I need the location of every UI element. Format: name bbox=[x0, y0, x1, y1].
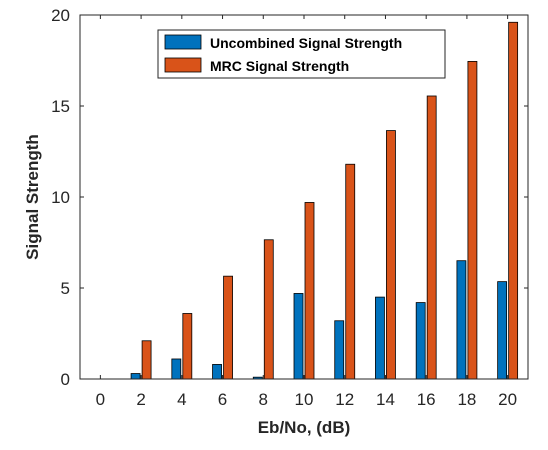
x-tick-label-16: 16 bbox=[417, 390, 436, 409]
legend-swatch-uncombined bbox=[164, 34, 202, 50]
x-tick-label-8: 8 bbox=[259, 390, 268, 409]
bar-mrc-6 bbox=[223, 275, 233, 380]
bar-uncombined-6 bbox=[212, 364, 222, 380]
bar-uncombined-2 bbox=[130, 373, 141, 380]
x-tick-label-6: 6 bbox=[218, 390, 227, 409]
bar-mrc-16 bbox=[426, 95, 437, 380]
bar-uncombined-10 bbox=[293, 293, 304, 380]
y-tick-label-15: 15 bbox=[51, 97, 70, 116]
x-tick-label-2: 2 bbox=[136, 390, 145, 409]
y-tick-label-20: 20 bbox=[51, 6, 70, 25]
legend-swatch-mrc bbox=[164, 57, 202, 73]
x-tick-label-10: 10 bbox=[295, 390, 314, 409]
x-tick-label-0: 0 bbox=[96, 390, 105, 409]
bar-mrc-4 bbox=[182, 313, 193, 380]
bar-mrc-2 bbox=[141, 340, 152, 380]
bar-uncombined-16 bbox=[415, 302, 426, 380]
y-axis-title: Signal Strength bbox=[23, 134, 42, 260]
x-tick-label-14: 14 bbox=[376, 390, 395, 409]
legend-label-mrc: MRC Signal Strength bbox=[210, 58, 349, 74]
bar-uncombined-20 bbox=[497, 281, 508, 380]
x-tick-label-18: 18 bbox=[457, 390, 476, 409]
x-tick-label-4: 4 bbox=[177, 390, 186, 409]
y-tick-label-10: 10 bbox=[51, 188, 70, 207]
bar-mrc-20 bbox=[508, 21, 519, 380]
x-tick-label-20: 20 bbox=[498, 390, 517, 409]
bar-mrc-10 bbox=[304, 202, 315, 380]
y-tick-label-0: 0 bbox=[61, 370, 70, 389]
y-tick-label-5: 5 bbox=[61, 279, 70, 298]
bar-uncombined-12 bbox=[334, 320, 345, 380]
bar-uncombined-4 bbox=[171, 358, 182, 380]
x-axis-title: Eb/No, (dB) bbox=[258, 418, 351, 437]
legend-box bbox=[157, 29, 446, 79]
bar-uncombined-14 bbox=[375, 296, 385, 380]
bar-mrc-12 bbox=[345, 163, 356, 380]
x-tick-label-12: 12 bbox=[335, 390, 354, 409]
bar-uncombined-18 bbox=[456, 260, 467, 380]
bar-mrc-14 bbox=[386, 130, 396, 380]
tick-labels-layer: 0 2 4 6 8 10 12 14 16 18 20 0 5 10 15 20 bbox=[51, 6, 517, 409]
legend: Uncombined Signal Strength MRC Signal St… bbox=[157, 29, 446, 79]
bar-mrc-8 bbox=[263, 239, 274, 380]
legend-label-uncombined: Uncombined Signal Strength bbox=[210, 35, 402, 51]
ticks-layer bbox=[80, 14, 528, 380]
bar-mrc-18 bbox=[467, 61, 478, 380]
